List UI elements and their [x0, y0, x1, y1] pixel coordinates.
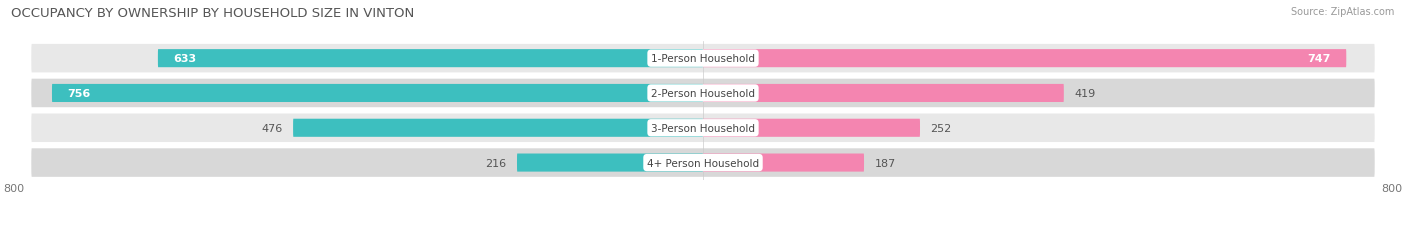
Text: OCCUPANCY BY OWNERSHIP BY HOUSEHOLD SIZE IN VINTON: OCCUPANCY BY OWNERSHIP BY HOUSEHOLD SIZE…	[11, 7, 415, 20]
Text: 419: 419	[1074, 88, 1095, 99]
Text: Source: ZipAtlas.com: Source: ZipAtlas.com	[1291, 7, 1395, 17]
Text: 756: 756	[67, 88, 91, 99]
Text: 216: 216	[485, 158, 506, 168]
FancyBboxPatch shape	[31, 114, 1375, 142]
FancyBboxPatch shape	[703, 119, 920, 137]
Text: 476: 476	[262, 123, 283, 133]
FancyBboxPatch shape	[703, 50, 1347, 68]
Text: 187: 187	[875, 158, 896, 168]
FancyBboxPatch shape	[52, 85, 703, 103]
FancyBboxPatch shape	[292, 119, 703, 137]
FancyBboxPatch shape	[157, 50, 703, 68]
FancyBboxPatch shape	[703, 85, 1064, 103]
Text: 3-Person Household: 3-Person Household	[651, 123, 755, 133]
Text: 1-Person Household: 1-Person Household	[651, 54, 755, 64]
FancyBboxPatch shape	[703, 154, 865, 172]
Text: 747: 747	[1308, 54, 1331, 64]
FancyBboxPatch shape	[517, 154, 703, 172]
Text: 633: 633	[173, 54, 197, 64]
Text: 252: 252	[931, 123, 952, 133]
Text: 4+ Person Household: 4+ Person Household	[647, 158, 759, 168]
FancyBboxPatch shape	[31, 45, 1375, 73]
Text: 2-Person Household: 2-Person Household	[651, 88, 755, 99]
FancyBboxPatch shape	[31, 79, 1375, 108]
FancyBboxPatch shape	[31, 149, 1375, 177]
